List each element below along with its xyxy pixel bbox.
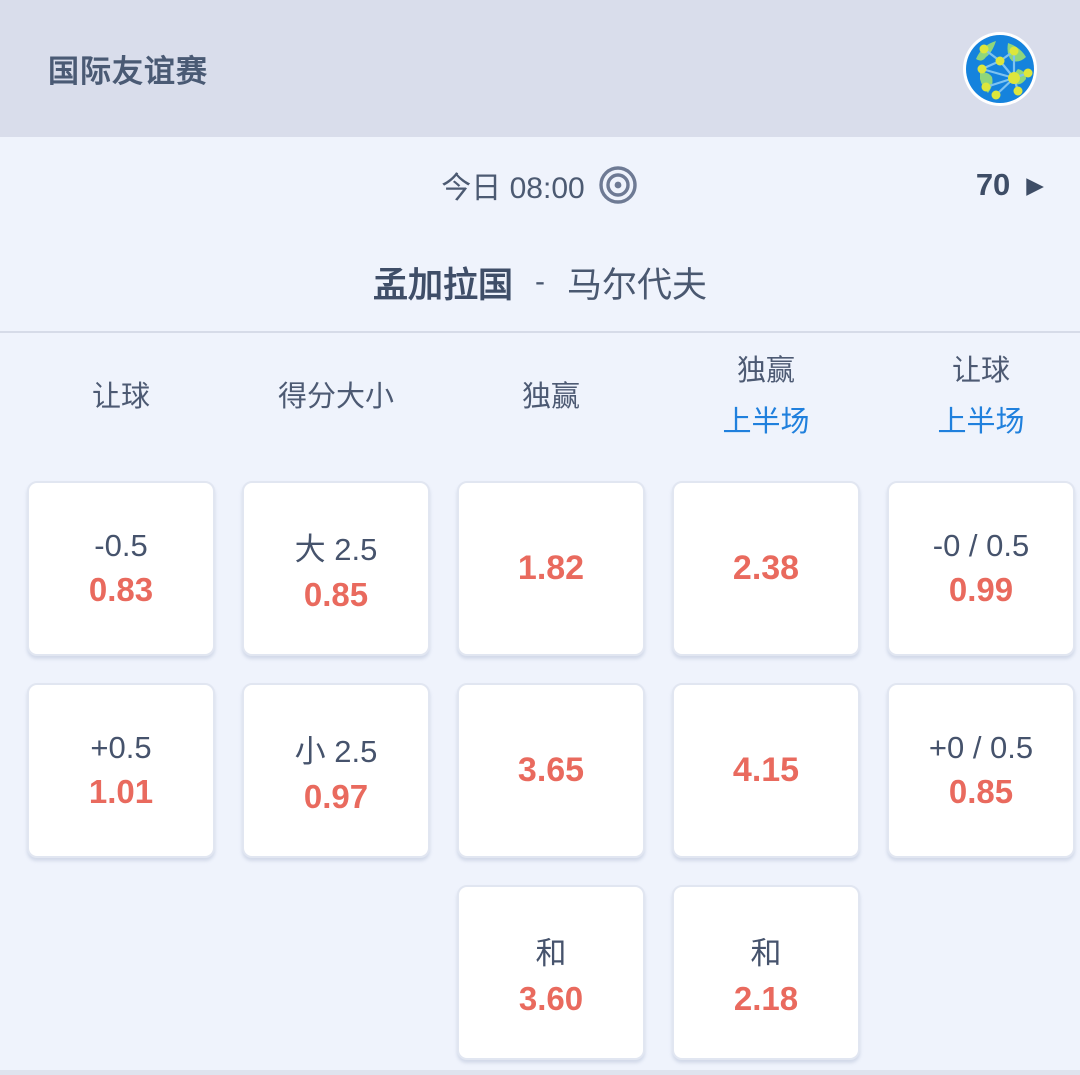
column-label: 独赢	[521, 380, 580, 413]
column-header-total-points: 得分大小	[242, 333, 430, 454]
odds-card-handicap-ht-away[interactable]: +0 / 0.5 0.85	[887, 683, 1075, 858]
handicap-line: +0.5	[90, 730, 152, 765]
column-header-handicap-first-half: 让球 上半场	[887, 333, 1075, 454]
odds-card-under[interactable]: 小 2.5 0.97	[242, 683, 430, 858]
odds-card-moneyline-away[interactable]: 3.65	[457, 683, 645, 858]
odds-value: 0.83	[88, 571, 154, 608]
column-label: 得分大小	[277, 380, 394, 413]
more-markets-button[interactable]: 70 ▶	[976, 137, 1044, 233]
handicap-line: -0 / 0.5	[932, 528, 1030, 563]
home-team-name: 孟加拉国	[372, 265, 513, 305]
league-header: 国际友谊赛	[0, 0, 1080, 137]
column-header-handicap: 让球	[27, 333, 215, 454]
odds-value: 0.97	[303, 777, 369, 815]
draw-label: 和	[750, 935, 782, 971]
odds-card-moneyline-ht-away[interactable]: 4.15	[672, 683, 860, 858]
odds-card-moneyline-ht-home[interactable]: 2.38	[672, 481, 860, 656]
column-label: 让球	[951, 355, 1010, 387]
odds-card-handicap-ht-home[interactable]: -0 / 0.5 0.99	[887, 481, 1075, 656]
column-sublabel-first-half: 上半场	[722, 406, 810, 438]
column-label: 独赢	[736, 355, 795, 387]
draw-label: 和	[535, 935, 567, 971]
column-sublabel-first-half: 上半场	[937, 406, 1025, 438]
handicap-line: +0 / 0.5	[928, 730, 1034, 765]
match-time: 今日 08:00	[441, 163, 638, 207]
handicap-line: -0.5	[94, 528, 148, 563]
match-teams[interactable]: 孟加拉国 - 马尔代夫	[0, 233, 1080, 331]
league-title: 国际友谊赛	[48, 54, 208, 89]
odds-value: 1.01	[88, 773, 154, 810]
match-info-row: 今日 08:00 70 ▶	[0, 137, 1080, 233]
odds-value: 0.85	[948, 773, 1014, 810]
odds-card-moneyline-ht-draw[interactable]: 和 2.18	[672, 885, 860, 1060]
odds-value: 4.15	[732, 751, 800, 789]
odds-card-handicap-home[interactable]: -0.5 0.83	[27, 481, 215, 656]
column-header-moneyline-first-half: 独赢 上半场	[672, 333, 860, 454]
odds-card-over[interactable]: 大 2.5 0.85	[242, 481, 430, 656]
chevron-right-icon: ▶	[1026, 171, 1044, 198]
markets-count: 70	[975, 167, 1011, 202]
odds-value: 2.38	[732, 549, 800, 587]
odds-value: 3.60	[518, 979, 584, 1017]
odds-value: 2.18	[733, 979, 799, 1017]
odds-card-moneyline-home[interactable]: 1.82	[457, 481, 645, 656]
section-divider	[0, 331, 1080, 333]
column-label: 让球	[91, 380, 150, 413]
odds-card-handicap-away[interactable]: +0.5 1.01	[27, 683, 215, 858]
column-header-moneyline: 独赢	[457, 333, 645, 454]
away-team-name: 马尔代夫	[567, 265, 708, 305]
odds-value: 3.65	[517, 751, 585, 789]
total-line: 小 2.5	[294, 733, 378, 769]
match-time-label: 今日 08:00	[441, 172, 585, 205]
odds-card-moneyline-draw[interactable]: 和 3.60	[457, 885, 645, 1060]
odds-value: 0.99	[948, 571, 1014, 608]
total-line: 大 2.5	[294, 531, 378, 567]
odds-value: 1.82	[517, 549, 585, 587]
globe-network-icon[interactable]	[962, 31, 1038, 107]
team-separator: -	[535, 265, 545, 298]
odds-value: 0.85	[303, 575, 369, 613]
target-icon	[599, 166, 637, 204]
odds-grid: 让球 得分大小 独赢 独赢 上半场 让球 上半场 -0.5 0.83 大 2.5…	[0, 333, 1080, 1060]
